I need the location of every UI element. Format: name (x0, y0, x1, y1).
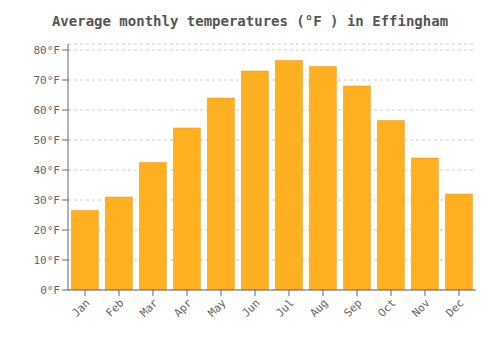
svg-text:Nov: Nov (409, 296, 433, 320)
svg-text:10°F: 10°F (34, 254, 61, 267)
svg-text:Oct: Oct (375, 296, 398, 319)
svg-text:0°F: 0°F (40, 284, 60, 297)
svg-text:30°F: 30°F (34, 194, 61, 207)
svg-text:Jun: Jun (239, 296, 262, 319)
svg-text:Dec: Dec (443, 296, 466, 319)
svg-text:Jan: Jan (69, 296, 92, 319)
svg-text:20°F: 20°F (34, 224, 61, 237)
html-text:Average monthly temperatures (: Average monthly temperatures (°F ) in Ef… (51, 13, 449, 29)
svg-text:50°F: 50°F (34, 134, 61, 147)
svg-text:Apr: Apr (171, 296, 195, 320)
svg-text:60°F: 60°F (34, 104, 61, 117)
svg-text:Feb: Feb (103, 296, 126, 319)
svg-text:40°F: 40°F (34, 164, 61, 177)
svg-text:80°F: 80°F (34, 44, 61, 57)
svg-text:Sep: Sep (341, 296, 364, 319)
svg-text:Jul: Jul (273, 296, 296, 319)
svg-text:May: May (205, 296, 229, 320)
svg-text:70°F: 70°F (34, 74, 61, 87)
svg-text:Mar: Mar (137, 296, 161, 320)
svg-text:Aug: Aug (307, 296, 330, 319)
